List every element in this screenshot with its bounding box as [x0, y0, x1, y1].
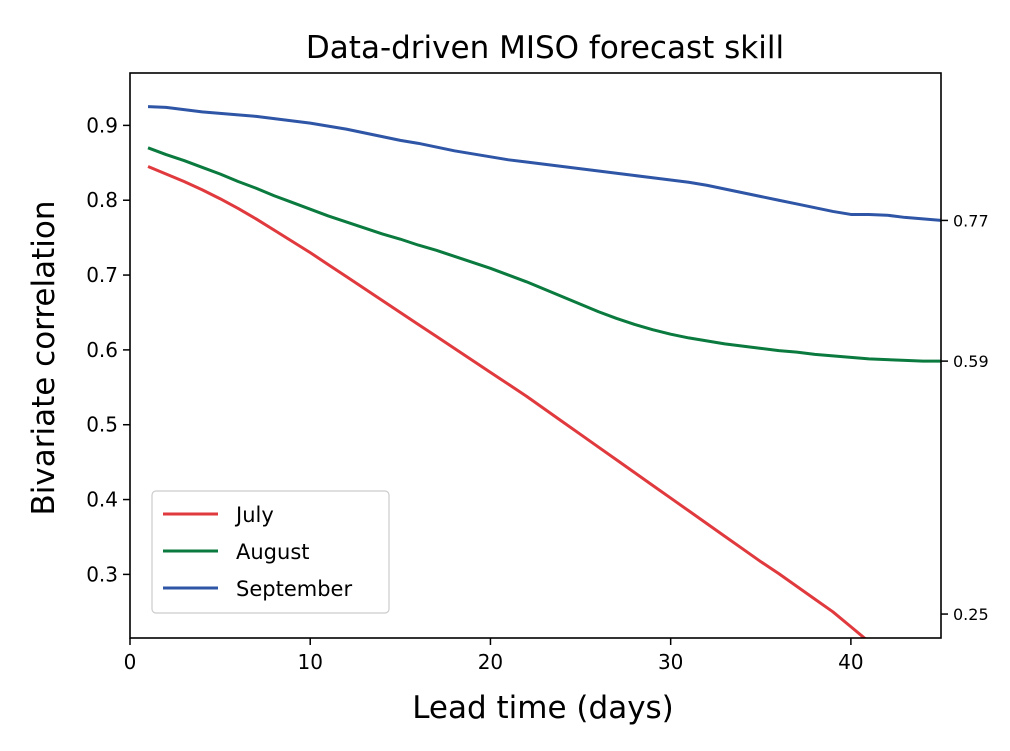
y-tick-label: 0.6 — [86, 338, 118, 362]
y-tick-label: 0.9 — [86, 113, 118, 137]
legend: July August September — [151, 490, 390, 614]
plot-frame — [129, 72, 942, 639]
end-value-label-september: 0.77 — [953, 211, 989, 230]
x-tick-label: 10 — [297, 650, 322, 674]
y-tick-label: 0.7 — [86, 263, 118, 287]
end-value-label-july: 0.25 — [953, 605, 989, 624]
x-tick-label: 40 — [838, 650, 863, 674]
y-tick-label: 0.4 — [86, 488, 118, 512]
y-tick-label: 0.3 — [86, 562, 118, 586]
legend-box — [151, 490, 390, 614]
legend-label-july: July — [234, 503, 274, 527]
y-tick-label: 0.5 — [86, 413, 118, 437]
y-tick-label: 0.8 — [86, 188, 118, 212]
end-value-label-august: 0.59 — [953, 352, 989, 371]
series-layer — [147, 105, 941, 638]
series-line-september — [147, 105, 941, 222]
x-tick-label: 30 — [658, 650, 683, 674]
y-axis-label: Bivariate correlation — [26, 201, 62, 516]
legend-label-september: September — [236, 577, 352, 601]
x-tick-label: 20 — [478, 650, 503, 674]
x-tick-label: 0 — [124, 650, 137, 674]
end-label-layer: 0.25 0.59 0.77 — [941, 211, 989, 624]
legend-label-august: August — [236, 540, 310, 564]
series-line-august — [147, 146, 941, 363]
series-line-july — [147, 165, 867, 638]
x-axis-label: Lead time (days) — [412, 690, 674, 726]
chart-title: Data-driven MISO forecast skill — [306, 30, 784, 66]
axes-layer: 0 10 20 30 40 0.3 0.4 0.5 0.6 0.7 0.8 0.9 — [86, 113, 863, 674]
legend-items: July August September — [163, 503, 352, 601]
